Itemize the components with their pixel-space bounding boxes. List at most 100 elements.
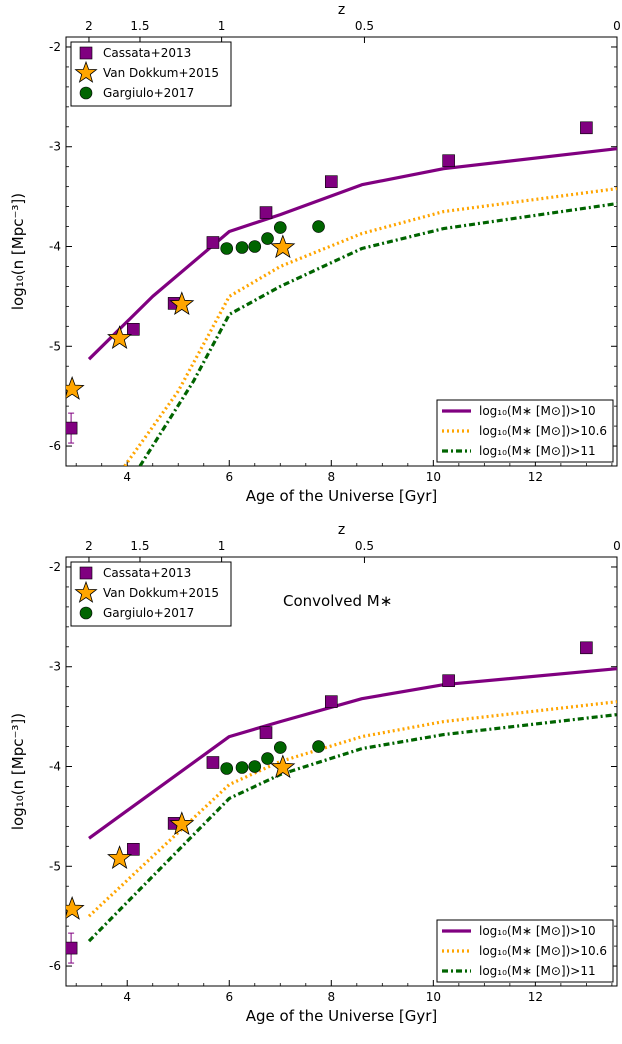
legend-models: log₁₀(M∗ [M⊙])>10 log₁₀(M∗ [M⊙])>10.6 log₁… (436, 919, 614, 983)
x-tick-label: 12 (528, 990, 543, 1004)
gargiulo-point (235, 241, 249, 254)
y-tick-label: -4 (49, 240, 61, 254)
x-tick-label: 4 (123, 470, 131, 484)
chart-bottom-svg: 4 6 8 10 12 -6 -5 -4 -3 -2 2 1.5 1 0.5 0 z Age of the Un… (9, 522, 621, 1025)
legend-model-label: log₁₀(M∗ [M⊙])>10.6 (479, 944, 607, 958)
y-tick-label: -3 (49, 660, 61, 674)
legend-model-label: log₁₀(M∗ [M⊙])>10 (479, 404, 596, 418)
y-tick-label: -3 (49, 140, 61, 154)
legend-circle-marker (79, 606, 93, 620)
chart-top-svg: 4 6 8 10 12 -6 -5 -4 -3 -2 2 1.5 1 0.5 0 z Age of the Un… (9, 2, 621, 505)
gargiulo-point (312, 220, 325, 233)
x-tick-label: 8 (327, 470, 335, 484)
legend-model-label: log₁₀(M∗ [M⊙])>10.6 (479, 424, 607, 438)
legend-square-marker (79, 46, 93, 60)
x-tick-label: 10 (426, 470, 441, 484)
gargiulo-point (235, 761, 249, 774)
y-axis-label: log₁₀(n [Mpc⁻³]) (9, 713, 27, 830)
y-tick-label: -4 (49, 760, 61, 774)
z-tick-label: 0 (613, 539, 621, 553)
z-tick-label: 0 (613, 19, 621, 33)
vandokkum-point (270, 234, 296, 259)
plot-frame (65, 36, 618, 467)
model-line-2 (123, 187, 617, 466)
vandokkum-point (107, 325, 133, 349)
legend-model-label: log₁₀(M∗ [M⊙])>11 (479, 964, 596, 978)
y-tick-label: -5 (49, 859, 61, 873)
model-line-2 (87, 700, 617, 918)
legend-data-label: Gargiulo+2017 (103, 86, 194, 100)
legend-star-marker (74, 60, 98, 83)
z-tick-label: 0.5 (355, 19, 374, 33)
cassata-point (324, 695, 338, 708)
z-tick-label: 1.5 (130, 539, 149, 553)
legend-data-box (70, 561, 232, 627)
chart-panel-bottom: 4 6 8 10 12 -6 -5 -4 -3 -2 2 1.5 1 0.5 0 z Age of the Un… (0, 520, 622, 1040)
legend-data-label: Van Dokkum+2015 (103, 586, 219, 600)
vandokkum-point (270, 754, 296, 779)
gargiulo-point (273, 221, 287, 234)
z-tick-label: 1 (218, 539, 226, 553)
cassata-point (66, 941, 78, 955)
x-tick-label: 12 (528, 470, 543, 484)
legend-circle-marker (79, 86, 93, 100)
vandokkum-point (66, 376, 85, 400)
panel-annotation: Convolved M∗ (283, 592, 392, 610)
z-tick-label: 1.5 (130, 19, 149, 33)
x-tick-label: 6 (225, 470, 233, 484)
gargiulo-point (261, 232, 274, 245)
model-line-3 (138, 202, 617, 466)
x-tick-label: 6 (225, 990, 233, 1004)
x-axis-label: Age of the Universe [Gyr] (246, 487, 438, 505)
y-tick-label: -2 (49, 40, 61, 54)
cassata-point (259, 206, 273, 219)
legend-data-label: Van Dokkum+2015 (103, 66, 219, 80)
legend-data-label: Cassata+2013 (103, 46, 191, 60)
top-axis-label: z (338, 522, 345, 538)
x-tick-label: 10 (426, 990, 441, 1004)
vandokkum-point (169, 291, 195, 316)
plot-area (66, 641, 617, 964)
legend-models: log₁₀(M∗ [M⊙])>10 log₁₀(M∗ [M⊙])>10.6 log₁… (436, 399, 614, 463)
model-line-1 (87, 147, 617, 361)
gargiulo-point (261, 752, 274, 765)
x-axis-label: Age of the Universe [Gyr] (246, 1007, 438, 1025)
model-line-3 (87, 713, 617, 943)
cassata-point (127, 323, 140, 336)
z-tick-label: 2 (85, 19, 93, 33)
x-tick-label: 8 (327, 990, 335, 1004)
gargiulo-point (273, 741, 287, 754)
top-axis-label: z (338, 2, 345, 18)
cassata-point (442, 674, 455, 688)
z-tick-label: 0.5 (355, 539, 374, 553)
gargiulo-point (220, 762, 234, 775)
cassata-point (127, 843, 140, 856)
legend-model-label: log₁₀(M∗ [M⊙])>10 (479, 924, 596, 938)
plot-frame (65, 556, 618, 987)
y-tick-label: -6 (49, 959, 61, 973)
vandokkum-point (107, 845, 133, 869)
cassata-point (442, 154, 455, 168)
plot-area (66, 121, 617, 466)
cassata-point (324, 175, 338, 188)
cassata-point (206, 756, 220, 769)
chart-panel-top: 4 6 8 10 12 -6 -5 -4 -3 -2 2 1.5 1 0.5 0 z Age of the Un… (0, 0, 622, 520)
vandokkum-point (66, 896, 85, 920)
gargiulo-point (312, 740, 325, 753)
z-tick-label: 1 (218, 19, 226, 33)
legend-star-marker (74, 580, 98, 603)
legend-data-label: Cassata+2013 (103, 566, 191, 580)
legend-data-label: Gargiulo+2017 (103, 606, 194, 620)
legend-model-label: log₁₀(M∗ [M⊙])>11 (479, 444, 596, 458)
legend-data-box (70, 41, 232, 107)
z-tick-label: 2 (85, 539, 93, 553)
cassata-point (580, 641, 593, 655)
gargiulo-point (220, 242, 234, 255)
y-axis-label: log₁₀(n [Mpc⁻³]) (9, 193, 27, 310)
cassata-point (66, 421, 78, 435)
y-tick-label: -6 (49, 439, 61, 453)
cassata-point (206, 236, 220, 249)
legend-square-marker (79, 566, 93, 580)
model-line-1 (88, 667, 617, 840)
legend-data: Cassata+2013 Van Dokkum+2015 Gargiulo+2017 (70, 561, 232, 627)
